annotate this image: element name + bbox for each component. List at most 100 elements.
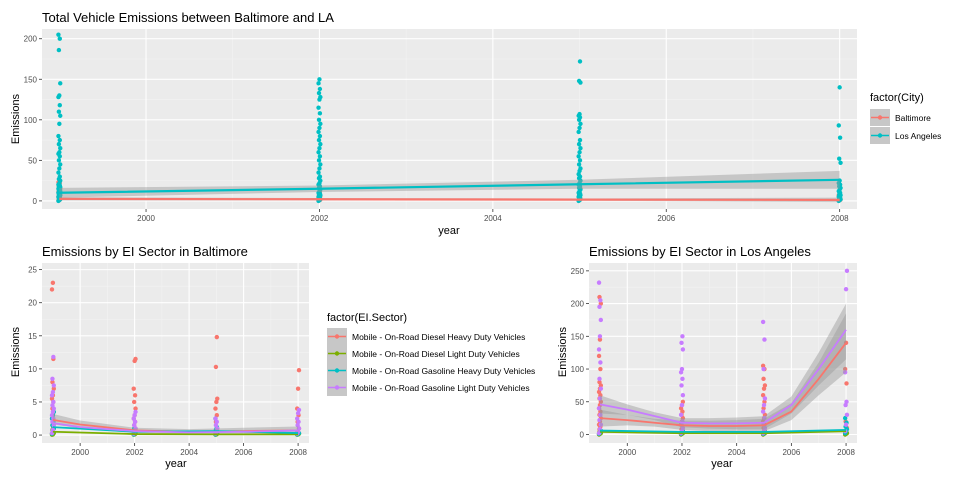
data-point-los-angeles (316, 170, 321, 175)
data-point-mobile-on-road-gasoline-light-duty-vehicles (596, 406, 602, 411)
data-point-los-angeles (577, 150, 582, 155)
legend-sector-label: Mobile - On-Road Diesel Heavy Duty Vehic… (352, 332, 525, 342)
confidence-ribbon (59, 170, 840, 198)
x-tick-label: 2004 (180, 448, 198, 457)
data-point-mobile-on-road-diesel-heavy-duty-vehicles (214, 334, 220, 340)
data-point-mobile-on-road-gasoline-light-duty-vehicles (598, 317, 604, 323)
data-point-mobile-on-road-gasoline-light-duty-vehicles (50, 376, 55, 382)
data-point-mobile-on-road-gasoline-light-duty-vehicles (295, 411, 301, 416)
data-point-mobile-on-road-diesel-heavy-duty-vehicles (597, 379, 602, 385)
data-point-mobile-on-road-gasoline-light-duty-vehicles (51, 399, 56, 405)
data-point-mobile-on-road-diesel-heavy-duty-vehicles (131, 386, 136, 391)
data-point-mobile-on-road-gasoline-light-duty-vehicles (596, 347, 602, 352)
panel-br: 2000 2002 2004 2006 2008 0 50 100 150 200 250 (571, 263, 857, 457)
data-point-mobile-on-road-diesel-heavy-duty-vehicles (761, 376, 766, 382)
data-point-mobile-on-road-gasoline-light-duty-vehicles (50, 403, 55, 408)
x-tick-label: 2006 (235, 448, 253, 457)
data-point-mobile-on-road-diesel-heavy-duty-vehicles (49, 396, 55, 401)
data-point-los-angeles (56, 170, 61, 175)
data-point-mobile-on-road-diesel-heavy-duty-vehicles (50, 280, 56, 286)
data-point-mobile-on-road-gasoline-light-duty-vehicles (762, 415, 767, 421)
chart-title-top: Total Vehicle Emissions between Baltimor… (42, 10, 334, 25)
data-point-mobile-on-road-gasoline-light-duty-vehicles (679, 366, 685, 372)
data-point-mobile-on-road-gasoline-light-duty-vehicles (843, 422, 849, 427)
data-point-mobile-on-road-gasoline-light-duty-vehicles (597, 304, 602, 310)
data-point-mobile-on-road-gasoline-light-duty-vehicles (678, 412, 684, 418)
y-tick-label: 100 (24, 116, 38, 125)
data-point-mobile-on-road-diesel-heavy-duty-vehicles (51, 386, 56, 391)
data-point-los-angeles (318, 162, 323, 167)
data-point-mobile-on-road-diesel-heavy-duty-vehicles (842, 366, 848, 372)
data-point-los-angeles (317, 125, 322, 131)
data-point-mobile-on-road-gasoline-light-duty-vehicles (213, 416, 218, 421)
data-point-mobile-on-road-gasoline-light-duty-vehicles (133, 409, 138, 415)
legend-key-point (877, 133, 883, 138)
data-point-mobile-on-road-diesel-heavy-duty-vehicles (213, 364, 219, 370)
data-point-mobile-on-road-diesel-heavy-duty-vehicles (50, 379, 55, 385)
legend-city-label: Los Angeles (895, 131, 941, 141)
data-point-mobile-on-road-gasoline-light-duty-vehicles (131, 416, 136, 421)
data-point-los-angeles (836, 123, 841, 128)
y-tick-label: 200 (571, 300, 585, 309)
data-point-mobile-on-road-gasoline-light-duty-vehicles (213, 422, 219, 428)
xlabel-br: year (711, 458, 733, 470)
y-tick-label: 0 (33, 431, 38, 440)
trend-line-mobile-on-road-gasoline-heavy-duty-vehicles (599, 429, 847, 433)
legend-city-title: factor(City) (870, 92, 924, 104)
trend-line-mobile-on-road-gasoline-light-duty-vehicles (52, 422, 299, 434)
data-point-mobile-on-road-diesel-heavy-duty-vehicles (214, 399, 219, 405)
data-point-los-angeles (576, 78, 582, 84)
data-point-mobile-on-road-gasoline-light-duty-vehicles (50, 427, 56, 432)
data-point-mobile-on-road-gasoline-light-duty-vehicles (132, 419, 138, 425)
data-point-los-angeles (56, 32, 61, 37)
y-tick-label: 50 (575, 398, 584, 407)
data-point-mobile-on-road-gasoline-light-duty-vehicles (50, 409, 56, 415)
data-point-los-angeles (318, 94, 323, 100)
data-point-mobile-on-road-diesel-heavy-duty-vehicles (760, 363, 766, 368)
data-point-los-angeles (838, 160, 843, 165)
data-point-los-angeles (57, 93, 62, 98)
data-point-mobile-on-road-diesel-heavy-duty-vehicles (215, 396, 220, 401)
data-point-mobile-on-road-gasoline-light-duty-vehicles (680, 347, 686, 352)
data-point-mobile-on-road-gasoline-light-duty-vehicles (295, 416, 300, 421)
data-point-mobile-on-road-diesel-heavy-duty-vehicles (295, 386, 301, 391)
trend-line-mobile-on-road-gasoline-light-duty-vehicles (599, 329, 847, 425)
data-point-mobile-on-road-gasoline-light-duty-vehicles (296, 419, 301, 425)
data-point-mobile-on-road-gasoline-light-duty-vehicles (598, 298, 603, 303)
y-tick-label: 25 (28, 266, 37, 275)
y-tick-label: 0 (33, 197, 38, 206)
data-point-mobile-on-road-gasoline-light-duty-vehicles (597, 334, 603, 339)
legend-sector: factor(EI.Sector) Mobile - On-Road Diese… (327, 312, 535, 396)
trend-line-mobile-on-road-diesel-heavy-duty-vehicles (599, 342, 847, 427)
data-point-los-angeles (58, 113, 63, 118)
ylabel-bl: Emissions (10, 326, 22, 377)
data-point-mobile-on-road-gasoline-light-duty-vehicles (761, 402, 767, 408)
data-point-los-angeles (57, 166, 62, 171)
trend-line-los-angeles (59, 178, 840, 194)
data-point-mobile-on-road-gasoline-light-duty-vehicles (842, 370, 848, 375)
plot-panel (589, 263, 857, 443)
y-tick-label: 5 (33, 398, 38, 407)
xlabel-bl: year (165, 458, 187, 470)
data-point-mobile-on-road-gasoline-light-duty-vehicles (844, 412, 850, 418)
x-tick-label: 2000 (137, 214, 155, 223)
data-point-mobile-on-road-gasoline-light-duty-vehicles (51, 406, 56, 411)
data-point-los-angeles (56, 158, 62, 163)
data-point-mobile-on-road-gasoline-heavy-duty-vehicles (842, 415, 848, 421)
x-tick-label: 2008 (837, 448, 855, 457)
data-point-mobile-on-road-diesel-heavy-duty-vehicles (133, 356, 138, 362)
x-tick-label: 2008 (289, 448, 307, 457)
trend-line-mobile-on-road-diesel-light-duty-vehicles (599, 430, 847, 435)
trend-line-baltimore (59, 197, 840, 202)
data-point-mobile-on-road-diesel-heavy-duty-vehicles (598, 366, 603, 372)
data-point-los-angeles (317, 133, 323, 139)
data-point-los-angeles (57, 174, 62, 179)
data-point-mobile-on-road-gasoline-light-duty-vehicles (679, 402, 685, 408)
data-point-mobile-on-road-gasoline-light-duty-vehicles (132, 413, 137, 418)
data-point-mobile-on-road-diesel-heavy-duty-vehicles (213, 406, 218, 411)
ylabel-top: Emissions (10, 93, 22, 144)
legend-key-point (334, 368, 340, 373)
data-point-los-angeles (318, 141, 323, 147)
data-point-mobile-on-road-gasoline-light-duty-vehicles (51, 383, 56, 388)
